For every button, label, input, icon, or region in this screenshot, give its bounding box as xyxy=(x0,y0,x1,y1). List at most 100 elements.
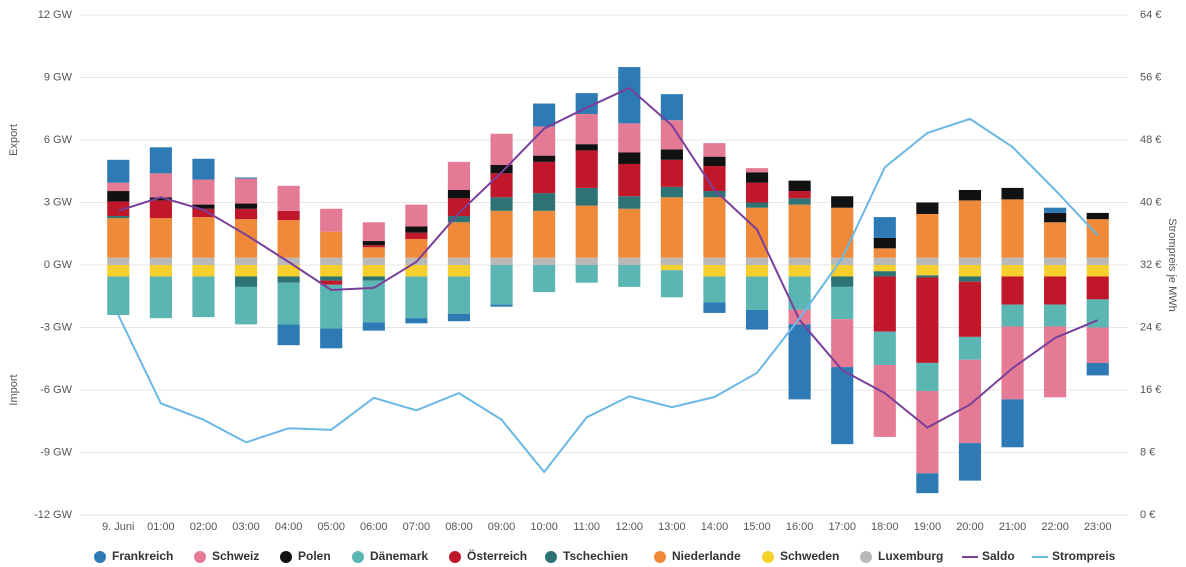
bar-segment xyxy=(703,197,726,258)
bar-segment xyxy=(277,220,300,258)
x-tick-label: 20:00 xyxy=(956,521,984,533)
bar-segment xyxy=(1044,222,1067,258)
bar-segment xyxy=(660,120,683,150)
bar-segment xyxy=(618,67,641,124)
bar-segment xyxy=(149,173,172,198)
bar-segment xyxy=(618,163,641,197)
bar-segment xyxy=(745,257,769,265)
bar-segment xyxy=(362,241,385,246)
bar-segment xyxy=(1086,276,1109,300)
bar-segment xyxy=(703,276,726,303)
legend: Frankreich Schweiz Polen Dänemark Österreich… xyxy=(94,548,1116,563)
bar-segment xyxy=(703,156,726,167)
bar-segment xyxy=(277,324,300,346)
y2-tick-label: 0 € xyxy=(1140,509,1155,521)
bar-segment xyxy=(107,182,130,192)
bar-segment xyxy=(107,159,130,183)
bar-segment xyxy=(1001,187,1024,200)
bar-segment xyxy=(873,217,896,238)
bar-segment xyxy=(234,219,258,258)
bar-segment xyxy=(149,218,172,258)
bar-segment xyxy=(745,276,769,310)
bar-segment xyxy=(788,191,811,199)
bar-segment xyxy=(788,265,811,277)
bar-segment xyxy=(107,218,130,258)
bar-segment xyxy=(1086,212,1109,220)
bar-segment xyxy=(234,203,258,209)
legend-label: Luxemburg xyxy=(878,549,943,563)
bar-segment xyxy=(1086,219,1109,258)
bar-segment xyxy=(447,222,471,258)
bar-segment xyxy=(362,280,385,323)
bar-segment xyxy=(1001,265,1024,277)
bar-segment xyxy=(958,257,982,265)
bar-segment xyxy=(447,161,471,190)
legend-marker xyxy=(94,551,106,563)
bar-segment xyxy=(958,281,982,337)
y-tick-label: 12 GW xyxy=(38,9,73,21)
bar-segment xyxy=(575,205,598,258)
bar-segment xyxy=(405,265,428,277)
bar-segment xyxy=(575,113,598,145)
bar-segment xyxy=(405,232,428,239)
bar-segment xyxy=(660,270,683,298)
bar-segment xyxy=(575,93,598,114)
bar-segment xyxy=(873,271,896,277)
bar-segment xyxy=(660,186,683,198)
bar-segment xyxy=(873,331,896,365)
bar-segment xyxy=(107,191,130,202)
legend-label: Frankreich xyxy=(112,549,173,563)
bar-segment xyxy=(831,265,854,277)
bar-segment xyxy=(618,152,641,164)
bar-segment xyxy=(703,166,726,192)
bar-segment xyxy=(1044,212,1067,223)
legend-marker xyxy=(654,551,666,563)
bar-segment xyxy=(745,168,769,173)
legend-label: Österreich xyxy=(467,548,527,563)
bar-segment xyxy=(1001,326,1024,400)
x-tick-label: 09:00 xyxy=(488,521,516,533)
bar-segment xyxy=(362,322,385,331)
x-tick-label: 11:00 xyxy=(573,521,600,533)
bar-segment xyxy=(916,473,939,494)
bar-segment xyxy=(490,210,513,258)
bar-segment xyxy=(916,257,939,265)
bar-segment xyxy=(1044,265,1067,277)
bar-segment xyxy=(916,202,939,214)
bar-segment xyxy=(192,208,215,218)
bar-segment xyxy=(277,185,300,211)
bar-segment xyxy=(1001,257,1024,265)
bar-segment xyxy=(831,367,854,445)
bar-segment xyxy=(149,197,172,201)
bar-segment xyxy=(745,265,769,277)
bar-segment xyxy=(831,257,854,265)
bar-segment xyxy=(916,265,939,276)
y2-tick-label: 48 € xyxy=(1140,134,1161,146)
legend-marker xyxy=(194,551,206,563)
bar-segment xyxy=(788,257,811,265)
x-tick-label: 23:00 xyxy=(1084,521,1112,533)
legend-marker xyxy=(352,551,364,563)
bar-segment xyxy=(873,248,896,258)
bar-segment xyxy=(490,257,513,265)
bar-segment xyxy=(533,193,556,211)
bar-segment xyxy=(788,198,811,205)
y2-axis-label: Strompreis je MWh xyxy=(1166,218,1178,312)
bar-segment xyxy=(873,365,896,437)
legend-label: Saldo xyxy=(982,549,1015,563)
bar-segment xyxy=(320,208,343,232)
bar-segment xyxy=(660,159,683,187)
bar-segment xyxy=(745,182,769,203)
bar-segment xyxy=(149,200,172,219)
bar-segment xyxy=(703,143,726,157)
bar-segment xyxy=(192,158,215,180)
x-tick-label: 10:00 xyxy=(530,521,558,533)
bar-segment xyxy=(320,328,343,349)
bar-segment xyxy=(192,204,215,209)
bar-segment xyxy=(958,190,982,201)
bar-segment xyxy=(1086,265,1109,277)
y-tick-label: 6 GW xyxy=(44,134,73,146)
bar-segment xyxy=(745,207,769,258)
bar-segment xyxy=(788,324,811,400)
bar-segment xyxy=(660,257,683,265)
